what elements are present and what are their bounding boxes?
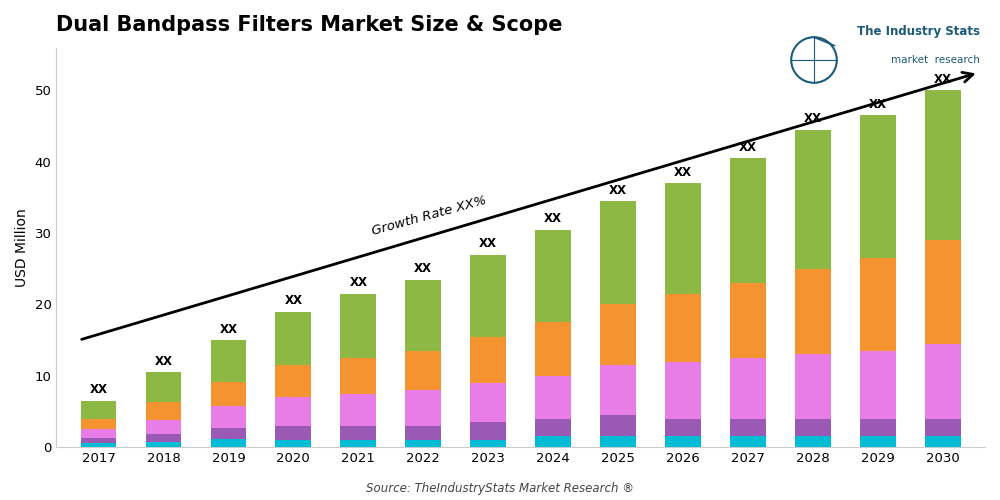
Bar — [600, 365, 636, 415]
Bar — [146, 442, 181, 447]
Text: The Industry Stats: The Industry Stats — [857, 25, 980, 38]
Bar — [860, 418, 896, 436]
Bar — [211, 340, 246, 382]
Bar — [275, 365, 311, 397]
Bar — [535, 418, 571, 436]
Bar — [535, 436, 571, 447]
Bar — [405, 351, 441, 390]
Bar — [340, 440, 376, 447]
Bar — [860, 351, 896, 418]
Bar — [340, 394, 376, 426]
Bar — [600, 304, 636, 365]
Bar — [535, 230, 571, 322]
Bar — [275, 440, 311, 447]
Bar — [860, 436, 896, 447]
Bar — [795, 130, 831, 269]
Bar — [340, 294, 376, 358]
Bar — [795, 354, 831, 418]
Text: XX: XX — [414, 262, 432, 275]
Bar — [730, 283, 766, 358]
Bar — [81, 443, 116, 447]
Bar — [146, 402, 181, 420]
Text: market  research: market research — [891, 55, 980, 65]
Text: XX: XX — [349, 276, 367, 289]
Bar — [730, 436, 766, 447]
Bar — [405, 280, 441, 351]
Bar — [146, 420, 181, 434]
Bar — [405, 440, 441, 447]
Bar — [470, 336, 506, 383]
Text: XX: XX — [804, 112, 822, 126]
Text: XX: XX — [90, 384, 108, 396]
Bar — [925, 240, 961, 344]
Bar — [340, 426, 376, 440]
Bar — [665, 294, 701, 362]
Text: XX: XX — [544, 212, 562, 226]
Bar — [795, 436, 831, 447]
Bar — [925, 436, 961, 447]
Bar — [81, 401, 116, 418]
Bar — [925, 418, 961, 436]
Bar — [146, 434, 181, 442]
Bar — [211, 428, 246, 438]
Bar — [275, 312, 311, 365]
Bar — [275, 397, 311, 426]
Bar — [665, 418, 701, 436]
Bar — [211, 438, 246, 447]
Text: Growth Rate XX%: Growth Rate XX% — [370, 194, 488, 238]
Bar — [470, 422, 506, 440]
Bar — [665, 183, 701, 294]
Bar — [860, 116, 896, 258]
Bar — [535, 376, 571, 418]
Bar — [665, 362, 701, 418]
Bar — [600, 201, 636, 304]
Bar — [470, 383, 506, 422]
Bar — [470, 440, 506, 447]
Bar — [340, 358, 376, 394]
Text: XX: XX — [739, 141, 757, 154]
Text: XX: XX — [154, 355, 172, 368]
Bar — [405, 390, 441, 426]
Y-axis label: USD Million: USD Million — [15, 208, 29, 287]
Text: XX: XX — [674, 166, 692, 179]
Bar — [795, 269, 831, 354]
Bar — [81, 430, 116, 438]
Bar — [81, 438, 116, 443]
Text: XX: XX — [934, 73, 952, 86]
Bar — [925, 90, 961, 240]
Bar — [146, 372, 181, 402]
Bar — [600, 415, 636, 436]
Bar — [405, 426, 441, 440]
Text: XX: XX — [609, 184, 627, 197]
Bar — [665, 436, 701, 447]
Bar — [925, 344, 961, 418]
Bar — [600, 436, 636, 447]
Bar — [470, 254, 506, 336]
Bar — [211, 406, 246, 428]
Text: Source: TheIndustryStats Market Research ®: Source: TheIndustryStats Market Research… — [366, 482, 634, 495]
Bar — [211, 382, 246, 406]
Bar — [795, 418, 831, 436]
Bar — [730, 358, 766, 418]
Text: Dual Bandpass Filters Market Size & Scope: Dual Bandpass Filters Market Size & Scop… — [56, 15, 563, 35]
Text: XX: XX — [869, 98, 887, 111]
Bar — [860, 258, 896, 351]
Bar — [730, 158, 766, 283]
Text: XX: XX — [284, 294, 302, 308]
Text: XX: XX — [219, 323, 237, 336]
Bar — [730, 418, 766, 436]
Bar — [81, 418, 116, 430]
Bar — [535, 322, 571, 376]
Bar — [275, 426, 311, 440]
Text: XX: XX — [479, 238, 497, 250]
